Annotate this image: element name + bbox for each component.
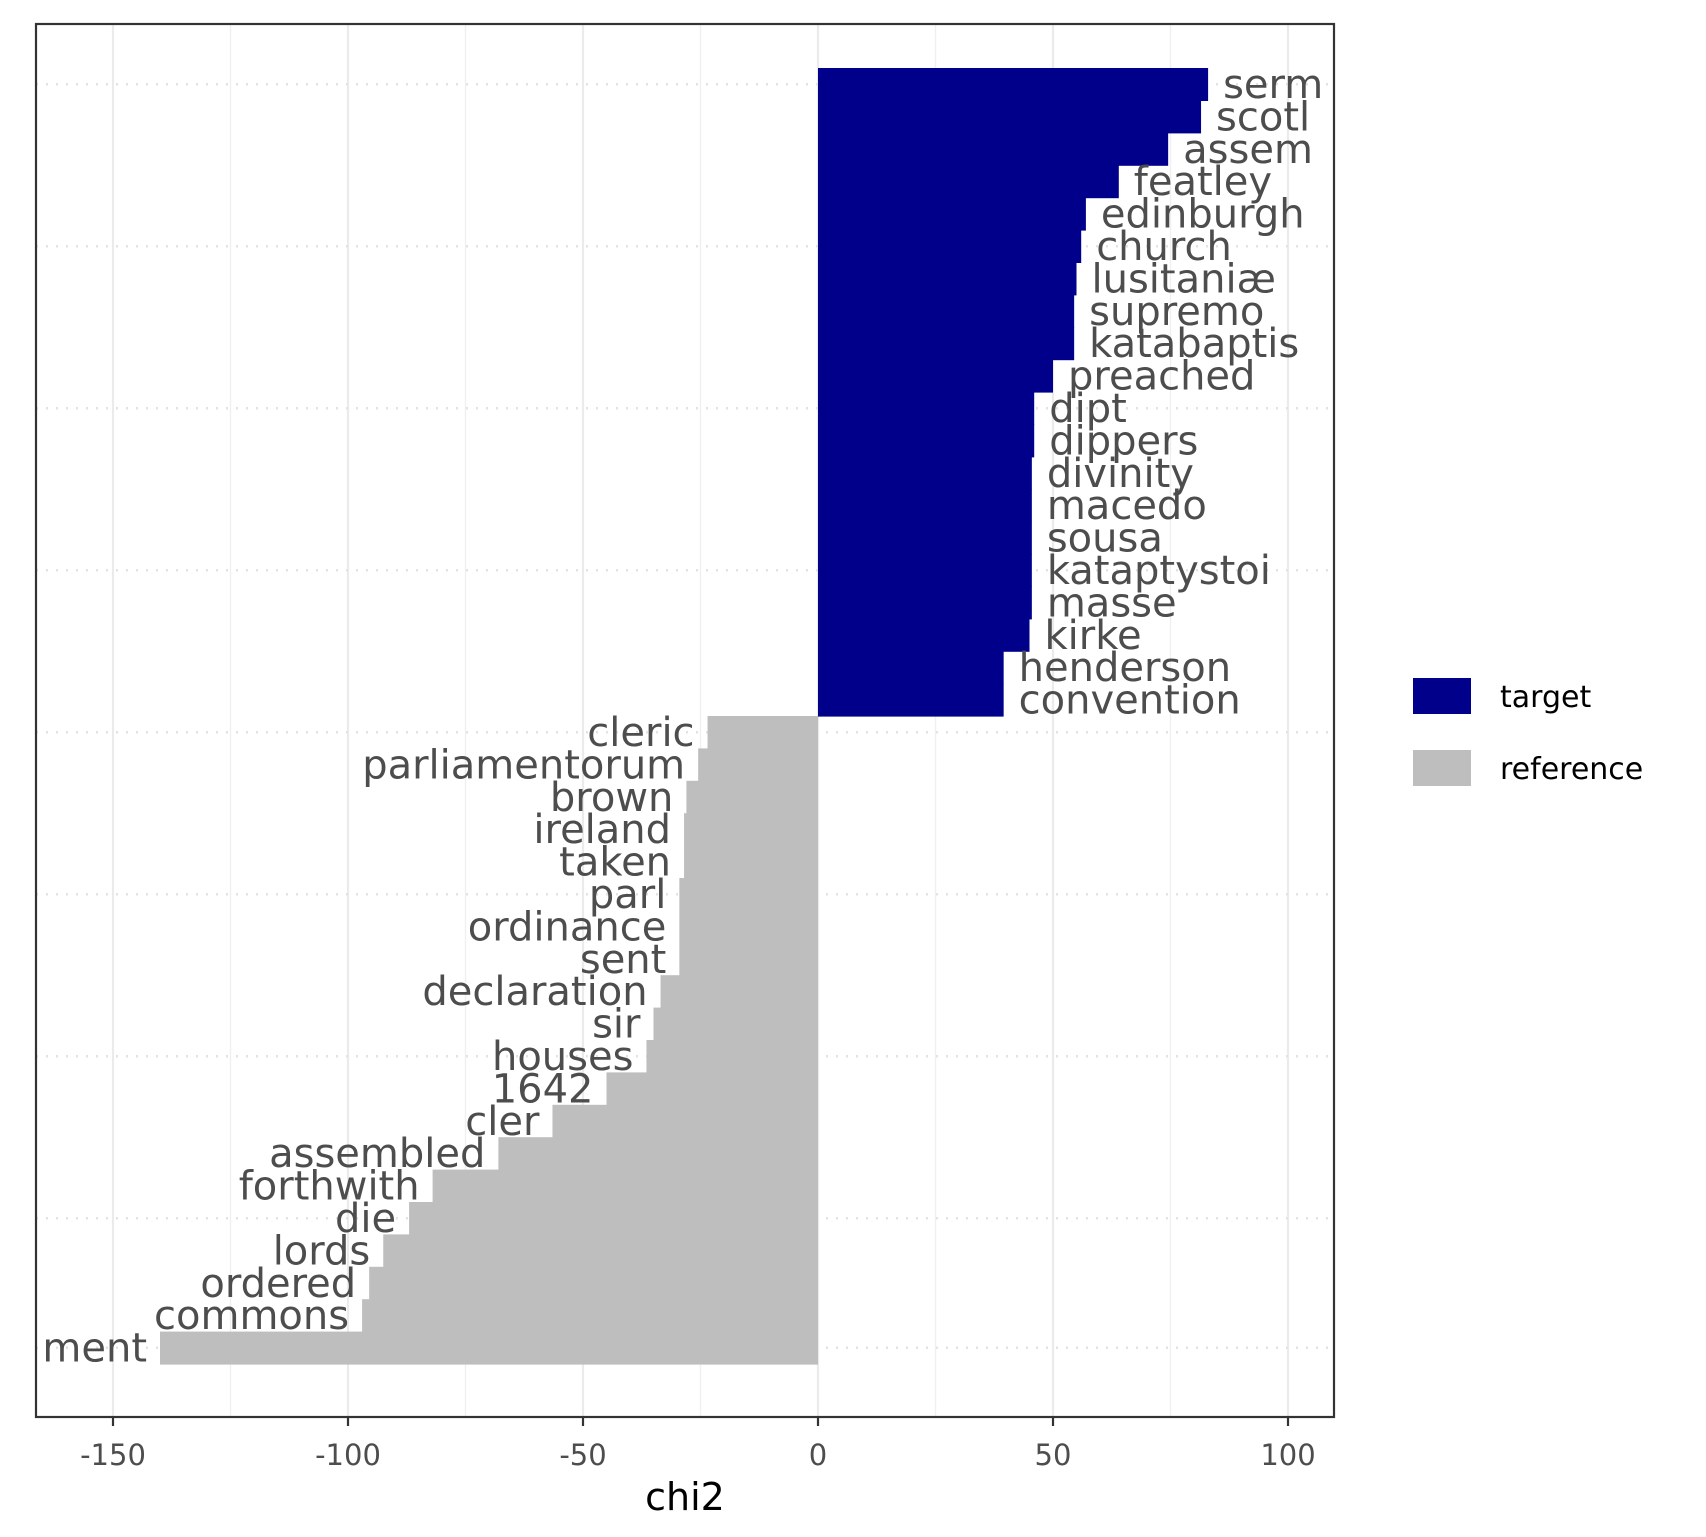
term-label-cler: cler bbox=[465, 1099, 540, 1145]
bar-lords bbox=[383, 1234, 818, 1268]
term-label-lusitani: lusitaniæ bbox=[1092, 256, 1276, 302]
bar-featley bbox=[818, 165, 1119, 199]
bar-cler bbox=[552, 1104, 818, 1138]
term-label-parliamentorum: parliamentorum bbox=[362, 742, 685, 788]
bar-church bbox=[818, 230, 1082, 263]
bar-kirke bbox=[818, 618, 1030, 652]
term-label-henderson: henderson bbox=[1019, 645, 1231, 691]
bar-edinburgh bbox=[818, 197, 1086, 231]
term-label-convention: convention bbox=[1019, 678, 1241, 724]
term-label-1642: 1642 bbox=[492, 1066, 594, 1112]
term-label-church: church bbox=[1096, 224, 1232, 270]
term-label-ordinance: ordinance bbox=[468, 904, 667, 950]
term-label-ireland: ireland bbox=[533, 807, 671, 853]
term-label-dippers: dippers bbox=[1049, 418, 1198, 464]
term-label-kataptystoi: kataptystoi bbox=[1047, 548, 1271, 594]
bar-serm bbox=[818, 68, 1209, 101]
x-tick-label: -50 bbox=[559, 1438, 606, 1472]
term-label-sir: sir bbox=[592, 1002, 641, 1048]
bar-ment bbox=[160, 1331, 818, 1365]
term-label-featley: featley bbox=[1134, 159, 1272, 205]
term-label-declaration: declaration bbox=[422, 969, 647, 1015]
bar-forthwith bbox=[432, 1169, 818, 1203]
x-tick-label: 100 bbox=[1260, 1438, 1315, 1472]
x-axis-title: chi2 bbox=[645, 1475, 725, 1519]
panel-border bbox=[34, 22, 1336, 1419]
term-labels: sermscotlassemfeatleyedinburghchurchlusi… bbox=[42, 62, 1323, 1372]
x-tick-label: 0 bbox=[809, 1438, 827, 1472]
bar-kataptystoi bbox=[818, 554, 1032, 587]
term-label-dipt: dipt bbox=[1049, 386, 1127, 432]
bar-parliamentorum bbox=[698, 748, 818, 782]
bar-divinity bbox=[818, 456, 1032, 490]
term-label-cleric: cleric bbox=[587, 710, 694, 756]
term-label-divinity: divinity bbox=[1047, 451, 1194, 497]
bar-ordered bbox=[369, 1266, 818, 1300]
bar-die bbox=[409, 1202, 818, 1235]
bar-katabaptis bbox=[818, 327, 1075, 361]
bars bbox=[160, 68, 1209, 1365]
x-tick-label: 50 bbox=[1035, 1438, 1072, 1472]
bar-assem bbox=[818, 132, 1169, 166]
term-label-taken: taken bbox=[559, 840, 671, 886]
bar-parl bbox=[679, 878, 818, 911]
term-label-serm: serm bbox=[1223, 62, 1323, 108]
bar-ordinance bbox=[679, 910, 818, 944]
term-label-sousa: sousa bbox=[1047, 516, 1163, 562]
term-label-sent: sent bbox=[580, 937, 666, 983]
bar-masse bbox=[818, 586, 1032, 620]
x-tick-label: -150 bbox=[80, 1438, 146, 1472]
term-label-lords: lords bbox=[273, 1228, 371, 1274]
legend-label-reference: reference bbox=[1500, 752, 1643, 787]
legend-label-target: target bbox=[1500, 680, 1591, 715]
bar-preached bbox=[818, 359, 1053, 393]
term-label-brown: brown bbox=[550, 775, 674, 821]
bar-convention bbox=[818, 683, 1004, 717]
bar-brown bbox=[686, 780, 818, 814]
legend: target reference bbox=[1413, 678, 1643, 787]
bar-ireland bbox=[684, 813, 818, 847]
term-label-assem: assem bbox=[1183, 127, 1313, 173]
term-label-parl: parl bbox=[589, 872, 666, 918]
bar-commons bbox=[362, 1299, 818, 1333]
bar-scotl bbox=[818, 100, 1202, 134]
term-label-ment: ment bbox=[42, 1326, 147, 1372]
bar-dipt bbox=[818, 392, 1035, 425]
x-axis: -150 -100 -50 0 50 100 bbox=[80, 1417, 1316, 1472]
bar-assembled bbox=[498, 1137, 818, 1171]
term-label-assembled: assembled bbox=[269, 1131, 485, 1177]
bar-houses bbox=[646, 1040, 818, 1073]
x-tick-label: -100 bbox=[315, 1438, 381, 1472]
term-label-forthwith: forthwith bbox=[239, 1164, 420, 1210]
bar-1642 bbox=[606, 1072, 818, 1106]
term-label-supremo: supremo bbox=[1089, 289, 1264, 335]
bar-sir bbox=[653, 1007, 818, 1041]
bar-macedo bbox=[818, 489, 1032, 523]
bar-henderson bbox=[818, 651, 1004, 685]
bar-dippers bbox=[818, 424, 1035, 458]
term-label-preached: preached bbox=[1068, 354, 1255, 400]
bar-taken bbox=[684, 845, 818, 879]
term-label-masse: masse bbox=[1047, 580, 1177, 626]
bar-sousa bbox=[818, 521, 1032, 555]
bar-declaration bbox=[660, 975, 818, 1009]
term-label-ordered: ordered bbox=[200, 1261, 356, 1307]
bar-supremo bbox=[818, 294, 1075, 328]
bar-cleric bbox=[707, 716, 818, 749]
legend-key-reference bbox=[1413, 750, 1471, 786]
bar-lusitani bbox=[818, 262, 1077, 296]
term-label-kirke: kirke bbox=[1045, 613, 1142, 659]
bar-sent bbox=[679, 942, 818, 976]
term-label-edinburgh: edinburgh bbox=[1101, 192, 1305, 238]
term-label-houses: houses bbox=[492, 1034, 633, 1080]
term-label-scotl: scotl bbox=[1216, 94, 1310, 140]
term-label-katabaptis: katabaptis bbox=[1089, 321, 1299, 367]
term-label-die: die bbox=[335, 1196, 396, 1242]
term-label-commons: commons bbox=[154, 1293, 349, 1339]
term-label-macedo: macedo bbox=[1047, 483, 1207, 529]
legend-key-target bbox=[1413, 678, 1471, 714]
